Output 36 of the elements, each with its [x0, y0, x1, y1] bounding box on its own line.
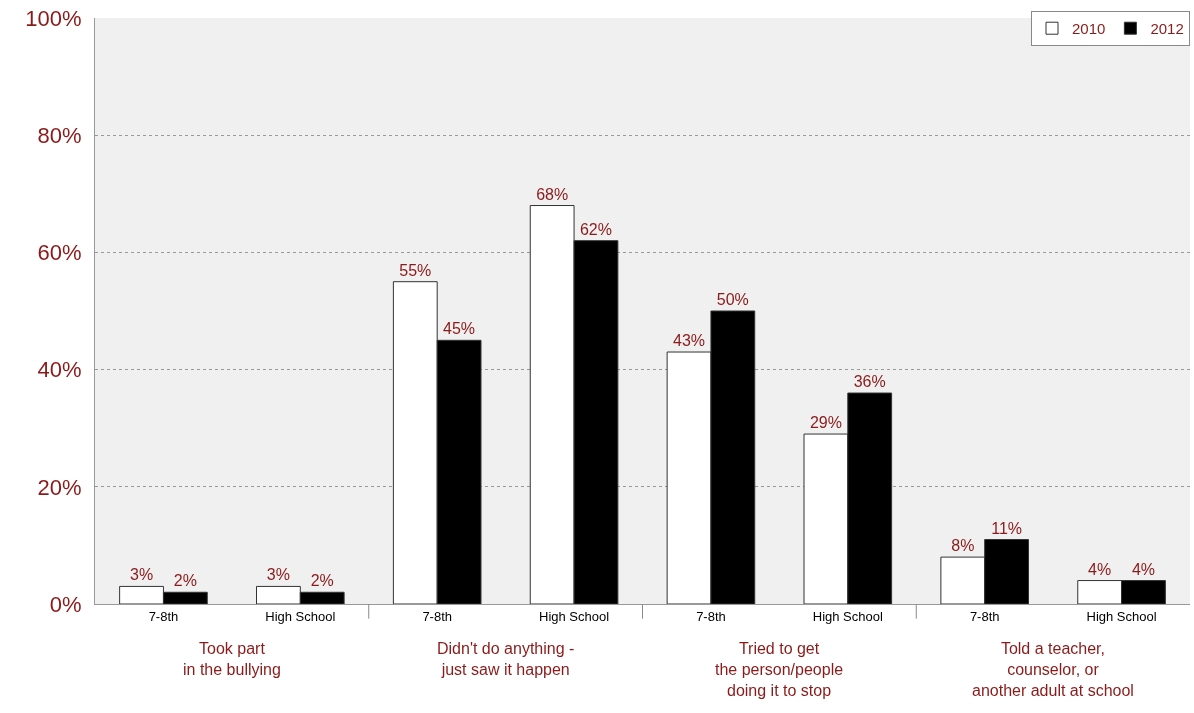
x-tick-label: High School — [265, 608, 336, 624]
data-label: 50% — [716, 291, 749, 308]
x-tick-label: 7-8th — [422, 608, 453, 624]
y-tick-label: 60% — [37, 240, 82, 266]
legend-label: 2012 — [1150, 20, 1184, 38]
text: Told a teacher, counselor, or another adult at school — [972, 640, 1134, 699]
data-label: 3% — [266, 566, 290, 584]
data-label: 68% — [536, 185, 569, 203]
x-tick-label: High School — [1086, 608, 1157, 624]
y-tick-label: 100% — [25, 5, 82, 31]
x-tick-label: 7-8th — [148, 608, 179, 624]
data-label: 3% — [129, 566, 154, 584]
y-tick-label: 80% — [37, 122, 82, 148]
data-label: 43% — [673, 332, 706, 350]
x-tick-label: High School — [812, 608, 883, 624]
data-label: 2% — [310, 572, 334, 590]
text: Tried to get the person/people doing it to stop — [715, 640, 844, 699]
data-label: 4% — [1131, 560, 1156, 578]
data-label: 4% — [1088, 560, 1112, 578]
x-tick-label: 7-8th — [969, 608, 1000, 624]
data-label: 36% — [853, 373, 886, 391]
x-tick-label: 7-8th — [696, 608, 726, 624]
y-tick-label: 40% — [37, 357, 82, 383]
data-label: 11% — [991, 519, 1023, 537]
data-label: 55% — [399, 261, 432, 279]
y-tick-label: 20% — [37, 474, 82, 500]
text: Didn't do anything - just saw it happen — [437, 640, 575, 678]
data-label: 2% — [173, 572, 197, 590]
data-label: 29% — [809, 414, 842, 432]
legend-label: 2010 — [1072, 20, 1106, 38]
data-label: 8% — [951, 537, 975, 555]
data-label: 62% — [579, 220, 612, 238]
x-tick-label: High School — [539, 608, 610, 624]
y-tick-label: 0% — [49, 591, 82, 617]
data-label: 45% — [443, 320, 476, 338]
text: Took part in the bullying — [183, 640, 281, 678]
